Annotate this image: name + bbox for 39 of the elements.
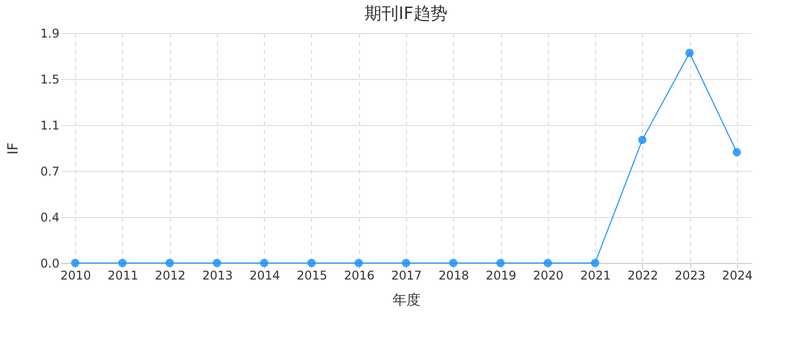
point	[307, 258, 316, 268]
x-tick-label: 2014	[249, 268, 280, 282]
y-tick-label: 1.5	[40, 72, 60, 86]
x-tick-label: 2019	[486, 268, 516, 282]
point	[260, 258, 268, 268]
y-tick-label: 0.0	[40, 256, 60, 270]
x-tick-label: 2018	[438, 268, 470, 282]
y-tick-label: 1.9	[40, 26, 60, 40]
x-tick-label: 2021	[580, 268, 611, 282]
x-tick-label: 2010	[60, 268, 91, 282]
y-tick-label: 0.7	[40, 164, 60, 178]
x-tick-label: 2017	[391, 268, 422, 282]
y-tick-label: 0.4	[40, 210, 60, 224]
point	[354, 258, 363, 268]
point	[590, 258, 600, 268]
x-tick-label: 2015	[296, 268, 328, 282]
x-tick-label: 2011	[108, 268, 138, 282]
point	[732, 148, 742, 157]
point	[70, 258, 80, 268]
x-tick-label: 2013	[202, 268, 233, 282]
y-tick-label: 1.1	[40, 118, 60, 132]
x-tick-label: 2020	[533, 268, 564, 282]
chart-title: 期刊IF趋势	[364, 4, 448, 24]
point	[638, 136, 646, 144]
x-tick-label: 2023	[674, 268, 706, 282]
point	[496, 258, 505, 268]
x-tick-label: 2012	[154, 268, 186, 282]
point	[685, 48, 694, 58]
point	[402, 258, 410, 268]
y-axis-title: IF	[5, 142, 22, 155]
x-tick-label: 2016	[344, 268, 375, 282]
point	[544, 258, 552, 268]
x-tick-label: 2022	[628, 268, 658, 282]
x-axis-title: 年度	[392, 292, 420, 308]
point	[212, 258, 222, 268]
point	[118, 258, 127, 268]
point	[166, 258, 174, 268]
point	[449, 258, 458, 268]
x-tick-label: 2024	[722, 268, 753, 282]
